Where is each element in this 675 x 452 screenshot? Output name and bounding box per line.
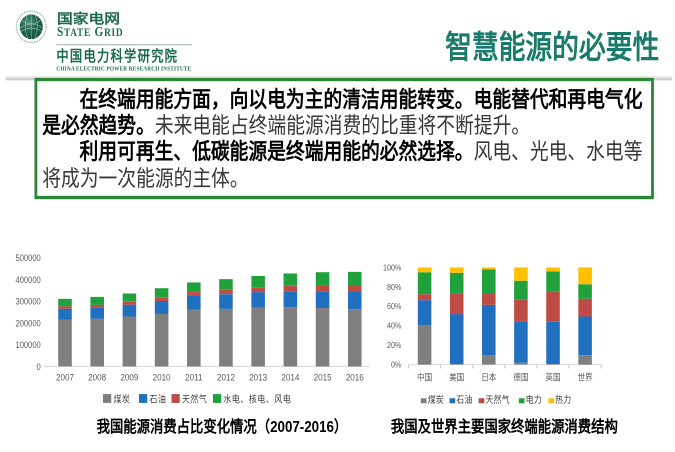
svg-text:0: 0 [37,361,42,372]
svg-text:德国: 德国 [513,372,528,383]
svg-text:2013: 2013 [249,372,267,383]
svg-text:2008: 2008 [88,372,106,383]
svg-text:天然气: 天然气 [485,393,509,405]
svg-text:2007: 2007 [56,372,74,383]
svg-text:2010: 2010 [153,372,171,383]
svg-text:2009: 2009 [120,372,138,383]
svg-text:80%: 80% [387,282,401,292]
svg-text:我国及世界主要国家终端能源消费结构: 我国及世界主要国家终端能源消费结构 [391,417,618,436]
svg-text:世界: 世界 [577,372,592,383]
svg-text:水电、核电、风电: 水电、核电、风电 [223,393,291,405]
svg-text:100%: 100% [383,263,402,273]
svg-text:2015: 2015 [314,372,332,383]
svg-text:热力: 热力 [555,393,571,405]
svg-text:2014: 2014 [281,372,299,383]
svg-text:2012: 2012 [217,372,235,383]
svg-text:电力: 电力 [526,393,542,405]
svg-text:煤炭: 煤炭 [428,393,444,405]
svg-text:石油: 石油 [149,393,166,405]
svg-text:煤炭: 煤炭 [113,393,130,405]
svg-text:2011: 2011 [185,372,202,383]
svg-text:300000: 300000 [15,296,41,307]
svg-text:2016: 2016 [346,372,364,383]
svg-text:中国: 中国 [417,372,432,383]
svg-text:英国: 英国 [545,372,560,383]
svg-text:200000: 200000 [15,318,41,329]
svg-text:40%: 40% [387,321,401,331]
svg-text:400000: 400000 [15,274,41,285]
svg-text:美国: 美国 [449,372,464,383]
svg-text:100000: 100000 [15,339,41,350]
svg-text:500000: 500000 [15,253,41,264]
svg-text:60%: 60% [387,302,401,312]
svg-text:日本: 日本 [481,372,497,383]
svg-text:天然气: 天然气 [182,393,207,405]
svg-text:石油: 石油 [456,393,472,405]
svg-text:0%: 0% [391,360,401,370]
svg-text:我国能源消费占比变化情况（2007-2016）: 我国能源消费占比变化情况（2007-2016） [97,417,348,436]
svg-text:20%: 20% [387,341,401,351]
